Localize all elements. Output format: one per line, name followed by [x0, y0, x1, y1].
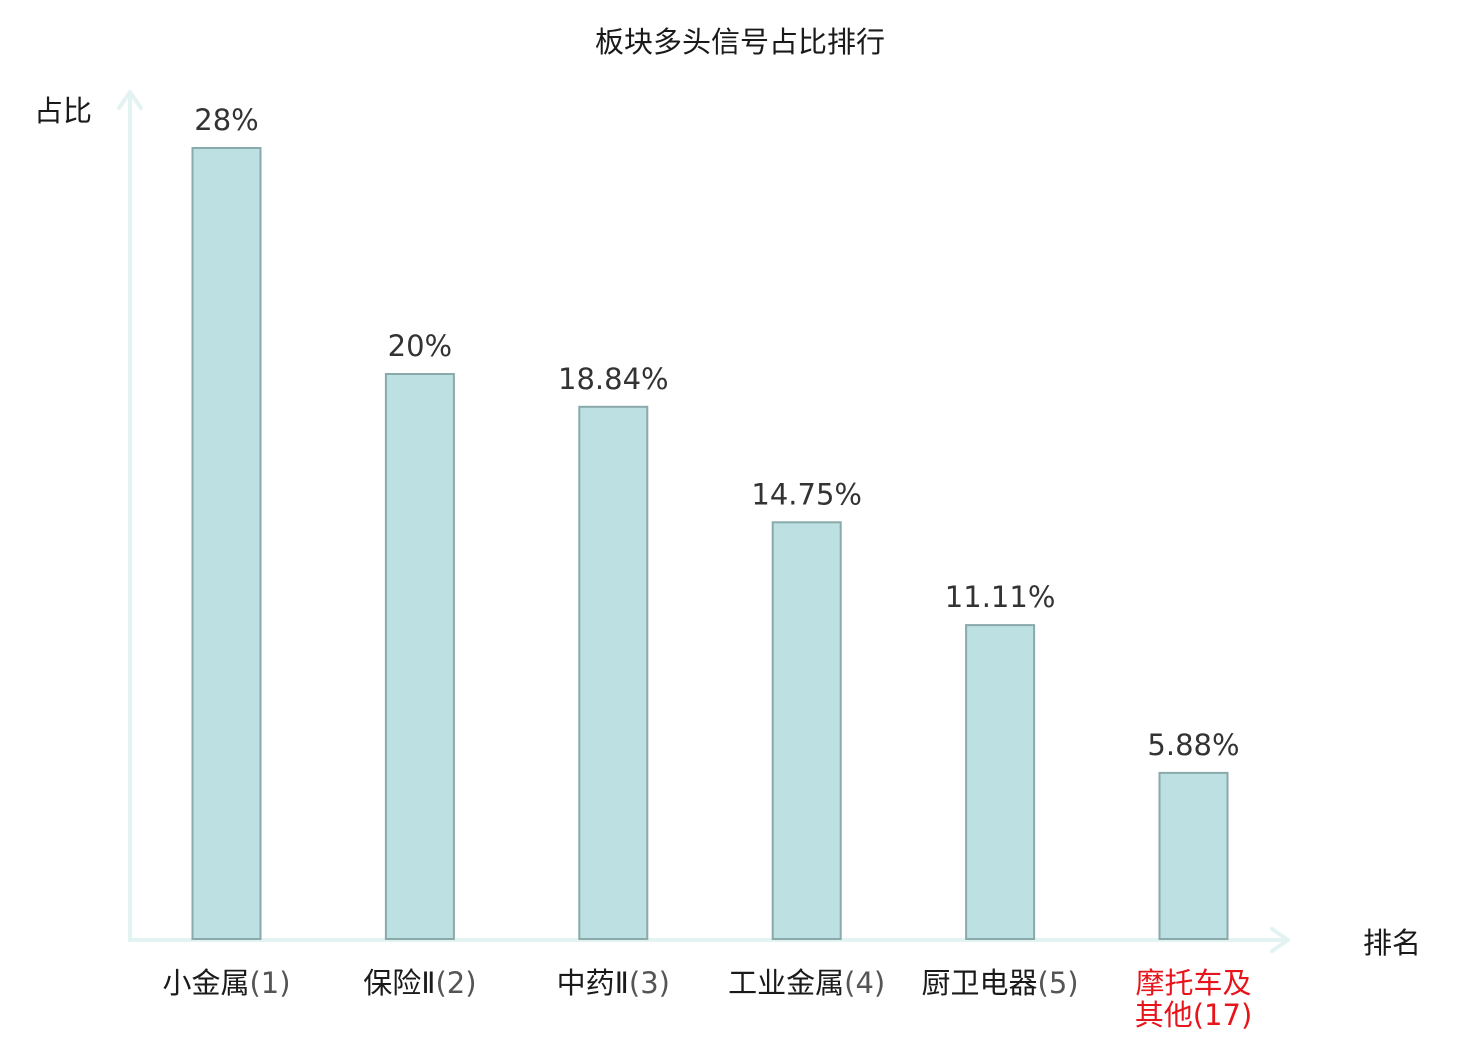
value-labels-group: 28% 20% 18.84% 14.75% 11.11% 5.88%	[194, 103, 1239, 762]
category-rank: (5)	[1038, 966, 1079, 1000]
value-label: 5.88%	[1147, 728, 1239, 762]
bar	[965, 624, 1036, 940]
value-label: 20%	[388, 329, 452, 363]
category-name-part: 工业金属	[728, 966, 844, 1000]
value-label: 18.84%	[558, 362, 669, 396]
value-label: 11.11%	[945, 580, 1056, 614]
bar	[771, 521, 842, 940]
bar	[191, 147, 262, 940]
bar	[578, 405, 649, 940]
category-label: 小金属(1)	[162, 966, 290, 1000]
category-name-part: 保险Ⅱ	[363, 966, 435, 1000]
category-rank: (4)	[844, 966, 885, 1000]
category-rank: (3)	[629, 966, 670, 1000]
axes	[117, 90, 1290, 953]
category-name-part: 中药Ⅱ	[557, 966, 629, 1000]
category-label: 中药Ⅱ(3)	[557, 966, 670, 1000]
category-labels-group: 小金属(1) 保险Ⅱ(2) 中药Ⅱ(3) 工业金属(4) 厨卫电器(5) 摩托车及其他(1…	[162, 966, 1252, 1032]
category-rank: (17)	[1193, 998, 1253, 1032]
category-name-part: 摩托车及	[1135, 966, 1251, 1000]
category-label: 厨卫电器(5)	[922, 966, 1079, 1000]
bars-group	[191, 147, 1229, 941]
category-name-part: 其他	[1135, 998, 1193, 1032]
category-label: 保险Ⅱ(2)	[363, 966, 476, 1000]
category-label: 工业金属(4)	[728, 966, 885, 1000]
x-axis-label: 排名	[1363, 926, 1421, 960]
y-axis-label: 占比	[34, 94, 92, 128]
value-label: 14.75%	[751, 477, 862, 511]
y-axis-arrow	[117, 90, 143, 110]
category-rank: (1)	[249, 966, 290, 1000]
value-label: 28%	[194, 103, 258, 137]
x-axis-arrow	[1270, 927, 1290, 953]
category-name-part: 小金属	[162, 966, 249, 1000]
category-label: 摩托车及其他(17)	[1135, 966, 1253, 1032]
bar	[1158, 771, 1229, 941]
category-rank: (2)	[435, 966, 476, 1000]
chart-title: 板块多头信号占比排行	[595, 25, 885, 59]
bar	[384, 373, 455, 940]
category-name-part: 厨卫电器	[922, 966, 1038, 1000]
